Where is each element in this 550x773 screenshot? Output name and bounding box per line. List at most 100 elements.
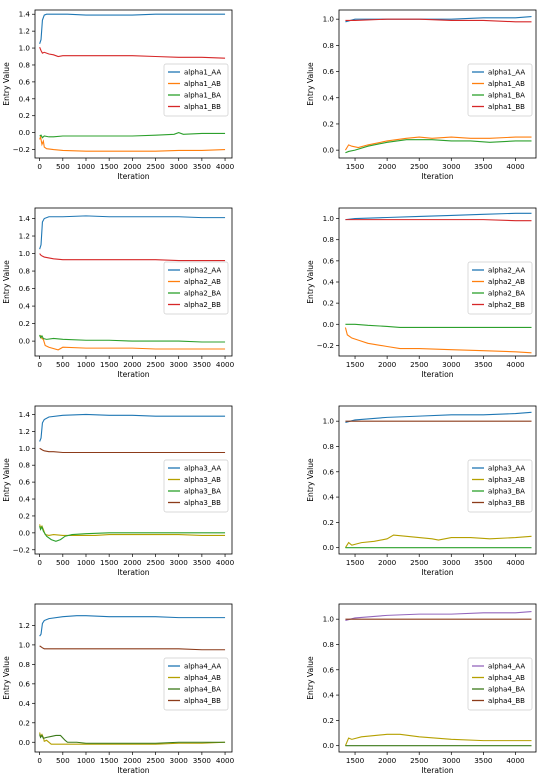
- x-tick-label: 0: [37, 162, 42, 171]
- series-line-alpha2_BA: [345, 323, 532, 329]
- y-tick-label: 0.4: [19, 302, 31, 311]
- legend: alpha2_AA alpha2_AB alpha2_BA alpha2_BB: [467, 261, 533, 315]
- series-line-alpha4_BA: [39, 734, 226, 744]
- x-tick-label: 3000: [442, 756, 461, 765]
- x-tick-label: 500: [56, 558, 70, 567]
- x-axis-label: Iteration: [117, 568, 149, 577]
- x-tick-label: 3500: [474, 162, 493, 171]
- x-tick-label: 1000: [77, 756, 96, 765]
- series-line-alpha2_AA: [39, 215, 226, 250]
- y-tick-label: 1.4: [19, 214, 31, 223]
- legend-box: [467, 261, 533, 315]
- series-line-alpha2_AB: [344, 327, 532, 354]
- y-axis-label: Entry Value: [306, 458, 315, 502]
- x-tick-label: 3000: [170, 162, 189, 171]
- y-tick-label: 1.0: [19, 44, 31, 53]
- y-tick-label: 0.8: [323, 442, 335, 451]
- series-line-alpha2_BB: [345, 219, 532, 222]
- chart-p2-left: 0 500 1000 1500 2000 2500 3000 3500 4000 0.0 0.2 0.…: [2, 207, 235, 379]
- x-tick-label: 2500: [146, 360, 165, 369]
- legend-label: alpha4_BA: [488, 686, 525, 694]
- y-tick-label: 0.4: [323, 493, 335, 502]
- x-tick-label: 1000: [77, 162, 96, 171]
- x-tick-label: 2000: [378, 558, 397, 567]
- legend-label: alpha3_AA: [184, 465, 221, 473]
- y-tick-label: 0.6: [323, 467, 335, 476]
- x-tick-label: 1500: [100, 756, 119, 765]
- x-tick-label: 2500: [410, 558, 429, 567]
- series-line-alpha4_AA: [345, 611, 532, 621]
- legend-label: alpha4_BB: [488, 697, 525, 705]
- x-axis-label: Iteration: [421, 568, 453, 577]
- x-tick-label: 2500: [146, 756, 165, 765]
- series-line-alpha1_BA: [345, 139, 532, 154]
- x-tick-label: 0: [37, 756, 42, 765]
- y-axis-label: Entry Value: [306, 260, 315, 304]
- legend-label: alpha3_AB: [488, 476, 525, 484]
- plot-frame: [338, 9, 537, 159]
- y-tick-label: 0.8: [323, 235, 335, 244]
- x-tick-label: 4000: [216, 558, 235, 567]
- x-axis-label: Iteration: [117, 766, 149, 773]
- x-tick-label: 2000: [378, 162, 397, 171]
- legend-box: [467, 63, 533, 117]
- x-tick-label: 3000: [170, 756, 189, 765]
- x-tick-label: 3500: [474, 756, 493, 765]
- y-tick-label: 0.4: [19, 495, 31, 504]
- x-tick-label: 2500: [146, 162, 165, 171]
- legend-label: alpha2_AB: [488, 278, 525, 286]
- legend-label: alpha4_BB: [184, 697, 221, 705]
- y-tick-label: 0.6: [19, 679, 31, 688]
- legend-label: alpha1_BA: [184, 92, 221, 100]
- y-tick-label: 0.2: [19, 111, 30, 120]
- series-line-alpha1_AA: [345, 16, 532, 23]
- series-line-alpha4_AA: [39, 615, 226, 637]
- legend-label: alpha2_BA: [184, 290, 221, 298]
- y-tick-label: 0.8: [19, 660, 31, 669]
- series-line-alpha1_AB: [39, 134, 226, 152]
- series-line-alpha3_BA: [39, 525, 226, 542]
- chart-p4-right: 1500 2000 2500 3000 3500 4000 0.0 0.2 0.4 0.6 0.8 1…: [306, 603, 537, 773]
- y-tick-label: 1.2: [19, 27, 30, 36]
- x-tick-label: 2000: [378, 756, 397, 765]
- x-tick-label: 2000: [123, 756, 142, 765]
- x-tick-label: 3500: [193, 360, 212, 369]
- y-tick-label: 0.0: [323, 146, 335, 155]
- x-axis-label: Iteration: [421, 766, 453, 773]
- y-tick-label: 0.2: [323, 119, 334, 128]
- y-tick-label: 0.6: [323, 256, 335, 265]
- y-tick-label: 0.0: [19, 738, 31, 747]
- y-tick-label: 1.2: [19, 232, 30, 241]
- x-tick-label: 4000: [506, 360, 525, 369]
- legend-label: alpha2_AB: [184, 278, 221, 286]
- y-tick-label: 0.0: [19, 337, 31, 346]
- plot-frame: [34, 9, 233, 159]
- y-axis-label: Entry Value: [2, 260, 11, 304]
- legend-label: alpha2_BA: [488, 290, 525, 298]
- y-tick-label: 0.4: [323, 278, 335, 287]
- x-tick-label: 4000: [216, 756, 235, 765]
- y-tick-label: 1.2: [19, 427, 30, 436]
- legend: alpha1_AA alpha1_AB alpha1_BA alpha1_BB: [163, 63, 229, 117]
- y-tick-label: 1.0: [323, 15, 335, 24]
- legend-label: alpha4_AA: [184, 663, 221, 671]
- y-tick-label: 0.4: [323, 93, 335, 102]
- x-axis-label: Iteration: [421, 172, 453, 181]
- x-tick-label: 3000: [170, 360, 189, 369]
- x-tick-label: 1500: [346, 558, 365, 567]
- x-tick-label: 4000: [506, 558, 525, 567]
- legend-box: [163, 459, 229, 513]
- y-tick-label: 0.8: [323, 41, 335, 50]
- x-tick-label: 1000: [77, 360, 96, 369]
- plot-frame: [34, 207, 233, 357]
- y-tick-label: 1.2: [19, 621, 30, 630]
- legend: alpha3_AA alpha3_AB alpha3_BA alpha3_BB: [467, 459, 533, 513]
- y-tick-label: 1.0: [19, 444, 31, 453]
- legend-label: alpha1_BA: [488, 92, 525, 100]
- legend-label: alpha3_BB: [184, 499, 221, 507]
- chart-p1-right: 1500 2000 2500 3000 3500 4000 0.0 0.2 0.4 0.6 0.8 1…: [306, 9, 537, 181]
- plot-frame: [34, 603, 233, 753]
- legend-label: alpha3_AB: [184, 476, 221, 484]
- y-tick-label: 0.4: [323, 691, 335, 700]
